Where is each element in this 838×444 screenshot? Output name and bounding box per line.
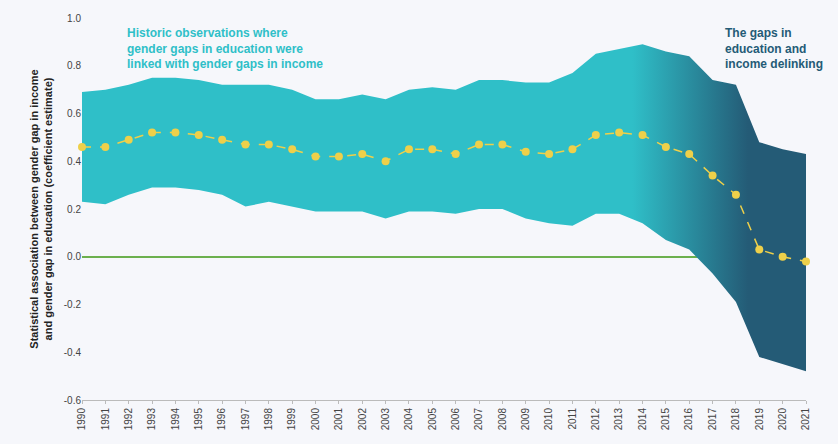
svg-text:1997: 1997 [240,408,251,431]
svg-text:2020: 2020 [777,408,788,431]
svg-text:-0.4: -0.4 [64,347,82,358]
svg-text:2008: 2008 [497,408,508,431]
svg-text:2014: 2014 [637,408,648,431]
svg-text:1.0: 1.0 [67,13,81,24]
svg-text:2005: 2005 [427,408,438,431]
svg-text:2011: 2011 [567,408,578,430]
svg-text:2018: 2018 [730,408,741,431]
svg-text:1990: 1990 [76,408,87,431]
svg-text:1991: 1991 [100,408,111,431]
svg-text:-0.6: -0.6 [64,395,82,406]
svg-text:0.2: 0.2 [67,204,81,215]
svg-text:-0.2: -0.2 [64,299,82,310]
svg-text:0.8: 0.8 [67,60,81,71]
svg-text:2004: 2004 [403,408,414,431]
svg-text:Historic observations wheregen: Historic observations wheregender gaps i… [127,26,323,71]
svg-text:Statistical association betwee: Statistical association between gender g… [28,69,54,348]
svg-text:0.6: 0.6 [67,108,81,119]
svg-text:0.4: 0.4 [67,156,81,167]
svg-text:2003: 2003 [380,408,391,431]
svg-text:2021: 2021 [800,408,811,431]
svg-text:1994: 1994 [170,408,181,431]
svg-text:2013: 2013 [613,408,624,431]
svg-text:2017: 2017 [707,408,718,431]
svg-text:1996: 1996 [216,408,227,431]
svg-text:2009: 2009 [520,408,531,431]
svg-text:2012: 2012 [590,408,601,431]
svg-text:2006: 2006 [450,408,461,431]
svg-text:2000: 2000 [310,408,321,431]
svg-text:1992: 1992 [123,408,134,431]
svg-text:0.0: 0.0 [67,251,81,262]
svg-text:1993: 1993 [146,408,157,431]
svg-text:2002: 2002 [357,408,368,431]
svg-text:2007: 2007 [473,408,484,431]
svg-text:2010: 2010 [543,408,554,431]
svg-text:The gaps ineducation andincome: The gaps ineducation andincome delinking [725,26,823,71]
svg-text:1999: 1999 [286,408,297,431]
svg-text:2019: 2019 [754,408,765,431]
svg-text:2016: 2016 [683,408,694,431]
svg-text:2001: 2001 [333,408,344,431]
svg-text:2015: 2015 [660,408,671,431]
svg-text:1995: 1995 [193,408,204,431]
svg-text:1998: 1998 [263,408,274,431]
